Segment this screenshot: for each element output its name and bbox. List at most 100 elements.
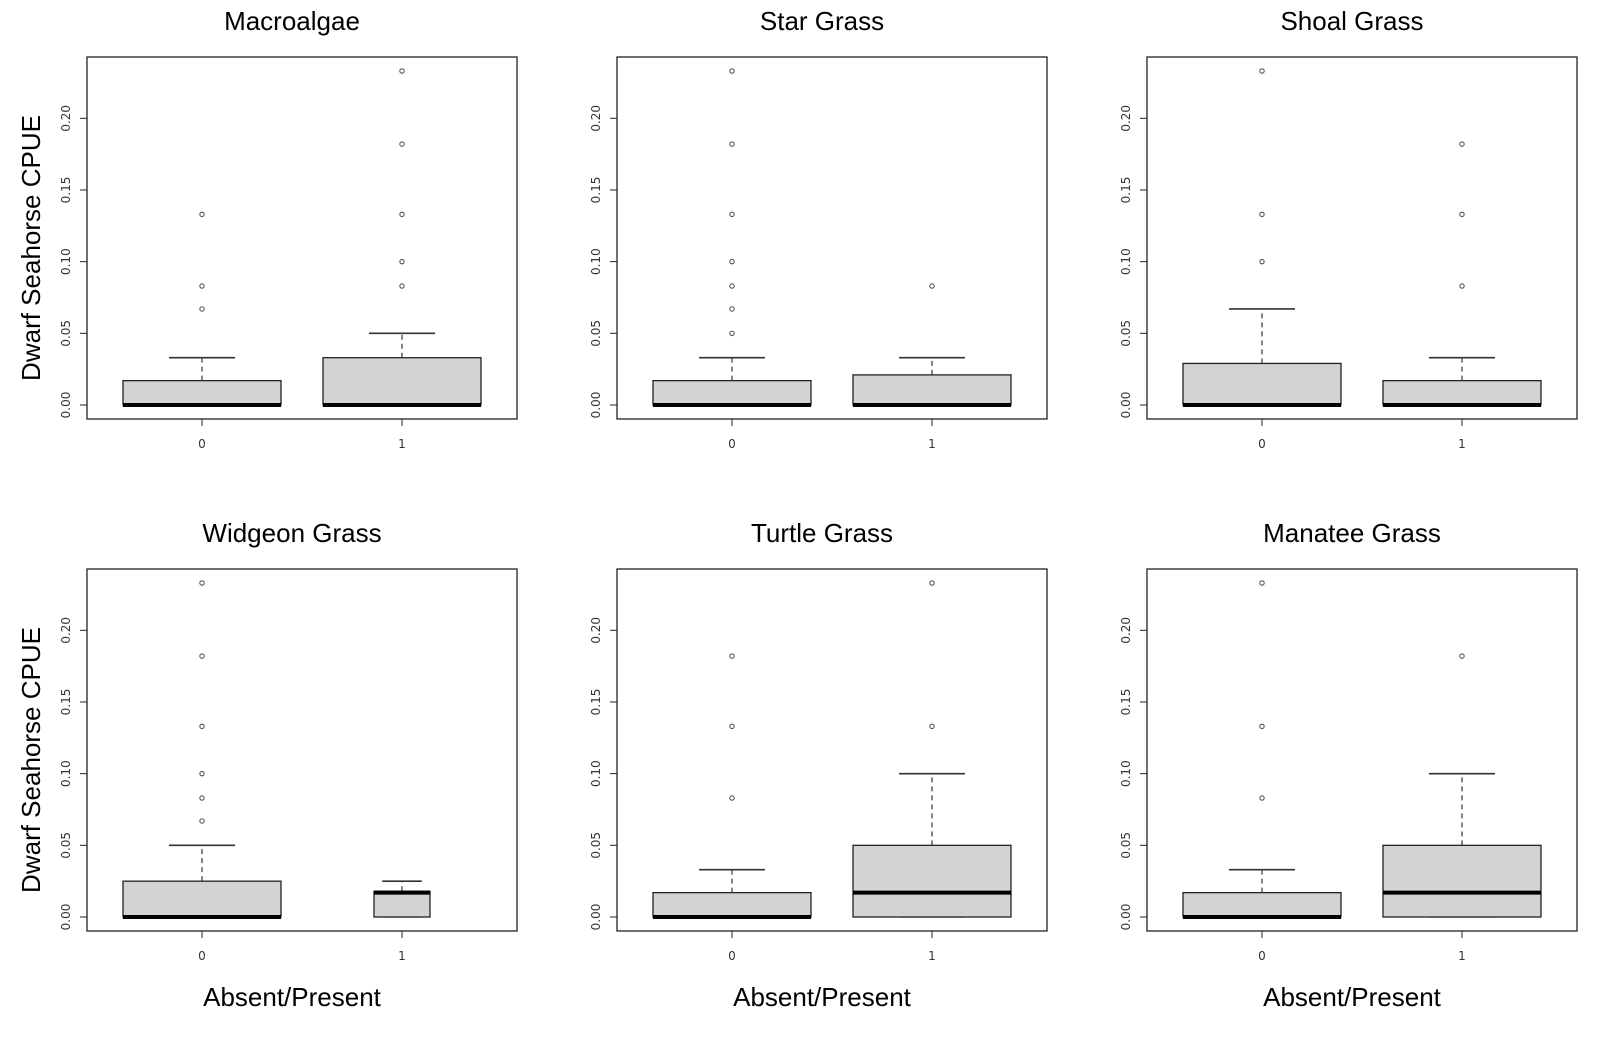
y-axis-label: Dwarf Seahorse CPUE [16,627,46,893]
y-tick-label: 0.10 [589,760,603,787]
outlier-point [399,68,405,74]
box-0 [1182,580,1342,919]
plot-frame [1146,56,1578,420]
outlier-point [929,580,935,586]
outlier-point [1259,795,1265,801]
box-iqr [1382,379,1542,406]
outlier-point [1459,653,1465,659]
y-tick-label: 0.15 [59,689,73,716]
box-iqr [652,379,812,406]
box-1 [322,68,482,407]
outlier-point [1459,211,1465,218]
outlier-point [1259,723,1265,730]
outlier-point [199,211,205,218]
y-tick-label: 0.00 [1119,904,1133,931]
box-1 [1382,653,1542,918]
box-iqr [322,357,482,406]
x-tick-label: 1 [1458,949,1466,963]
y-tick-label: 0.05 [1119,320,1133,347]
x-tick-label: 0 [1258,949,1266,963]
panel-5: Turtle Grass 0.00 0.05 0.10 0.15 0.20 0 1 Absent… [589,518,1048,1012]
outlier-point [1259,211,1265,218]
plot-frame [616,56,1048,420]
box-1 [373,880,431,918]
x-tick-label: 0 [728,949,736,963]
outlier-point [1259,68,1265,74]
outlier-point [729,330,735,337]
outlier-point [1259,258,1265,265]
panel-title: Macroalgae [224,6,360,36]
y-tick-label: 0.05 [589,832,603,859]
x-tick-label: 1 [1458,437,1466,451]
outlier-point [399,141,405,147]
box-iqr [122,379,282,406]
outlier-point [199,653,205,659]
y-tick-label: 0.15 [589,177,603,204]
y-tick-label: 0.20 [1119,105,1133,132]
panel-title: Manatee Grass [1263,518,1441,548]
box-0 [652,653,812,919]
outlier-point [729,306,735,312]
outlier-point [199,283,205,289]
box-iqr [652,891,812,918]
y-tick-label: 0.05 [589,320,603,347]
outlier-point [199,580,205,586]
outlier-point [729,723,735,730]
y-tick-label: 0.10 [1119,760,1133,787]
outlier-point [929,723,935,730]
outlier-point [199,795,205,801]
x-axis-label: Absent/Present [733,982,912,1012]
panel-6: Manatee Grass 0.00 0.05 0.10 0.15 0.20 0 1 Absen… [1119,518,1578,1012]
y-tick-label: 0.10 [59,248,73,275]
y-tick-label: 0.20 [59,105,73,132]
y-tick-label: 0.00 [59,904,73,931]
box-iqr [122,880,282,918]
y-tick-label: 0.15 [1119,689,1133,716]
y-tick-label: 0.05 [1119,832,1133,859]
y-tick-label: 0.00 [59,392,73,419]
x-tick-label: 0 [728,437,736,451]
y-tick-label: 0.15 [59,177,73,204]
y-tick-label: 0.05 [59,832,73,859]
x-axis-label: Absent/Present [203,982,382,1012]
panel-title: Widgeon Grass [202,518,381,548]
panel-title: Shoal Grass [1280,6,1423,36]
panel-3: Shoal Grass 0.00 0.05 0.10 0.15 0.20 0 1 [1119,6,1578,451]
box-1 [852,580,1012,918]
panel-title: Turtle Grass [751,518,893,548]
y-axis-label: Dwarf Seahorse CPUE [16,115,46,381]
box-0 [1182,68,1342,407]
plot-frame [616,568,1048,932]
outlier-point [729,653,735,659]
box-iqr [852,374,1012,406]
x-tick-label: 1 [928,949,936,963]
x-tick-label: 1 [398,949,406,963]
y-tick-label: 0.20 [589,105,603,132]
outlier-point [729,68,735,74]
outlier-point [729,283,735,289]
panel-4: Widgeon Grass 0.00 0.05 0.10 0.15 0.20 0 1 Dwarf… [16,518,518,1012]
y-tick-label: 0.00 [589,392,603,419]
box-iqr [1182,891,1342,918]
outlier-point [1459,283,1465,289]
box-iqr [1382,844,1542,918]
y-tick-label: 0.00 [1119,392,1133,419]
outlier-point [729,795,735,801]
panel-title: Star Grass [760,6,884,36]
x-tick-label: 0 [198,949,206,963]
box-1 [852,283,1012,407]
outlier-point [729,141,735,147]
y-tick-label: 0.20 [59,617,73,644]
y-tick-label: 0.15 [1119,177,1133,204]
outlier-point [729,258,735,265]
y-tick-label: 0.10 [1119,248,1133,275]
y-tick-label: 0.10 [59,760,73,787]
outlier-point [199,306,205,312]
outlier-point [929,283,935,289]
outlier-point [199,723,205,730]
x-axis-label: Absent/Present [1263,982,1442,1012]
box-iqr [852,844,1012,918]
box-iqr [1182,362,1342,406]
y-tick-label: 0.20 [1119,617,1133,644]
